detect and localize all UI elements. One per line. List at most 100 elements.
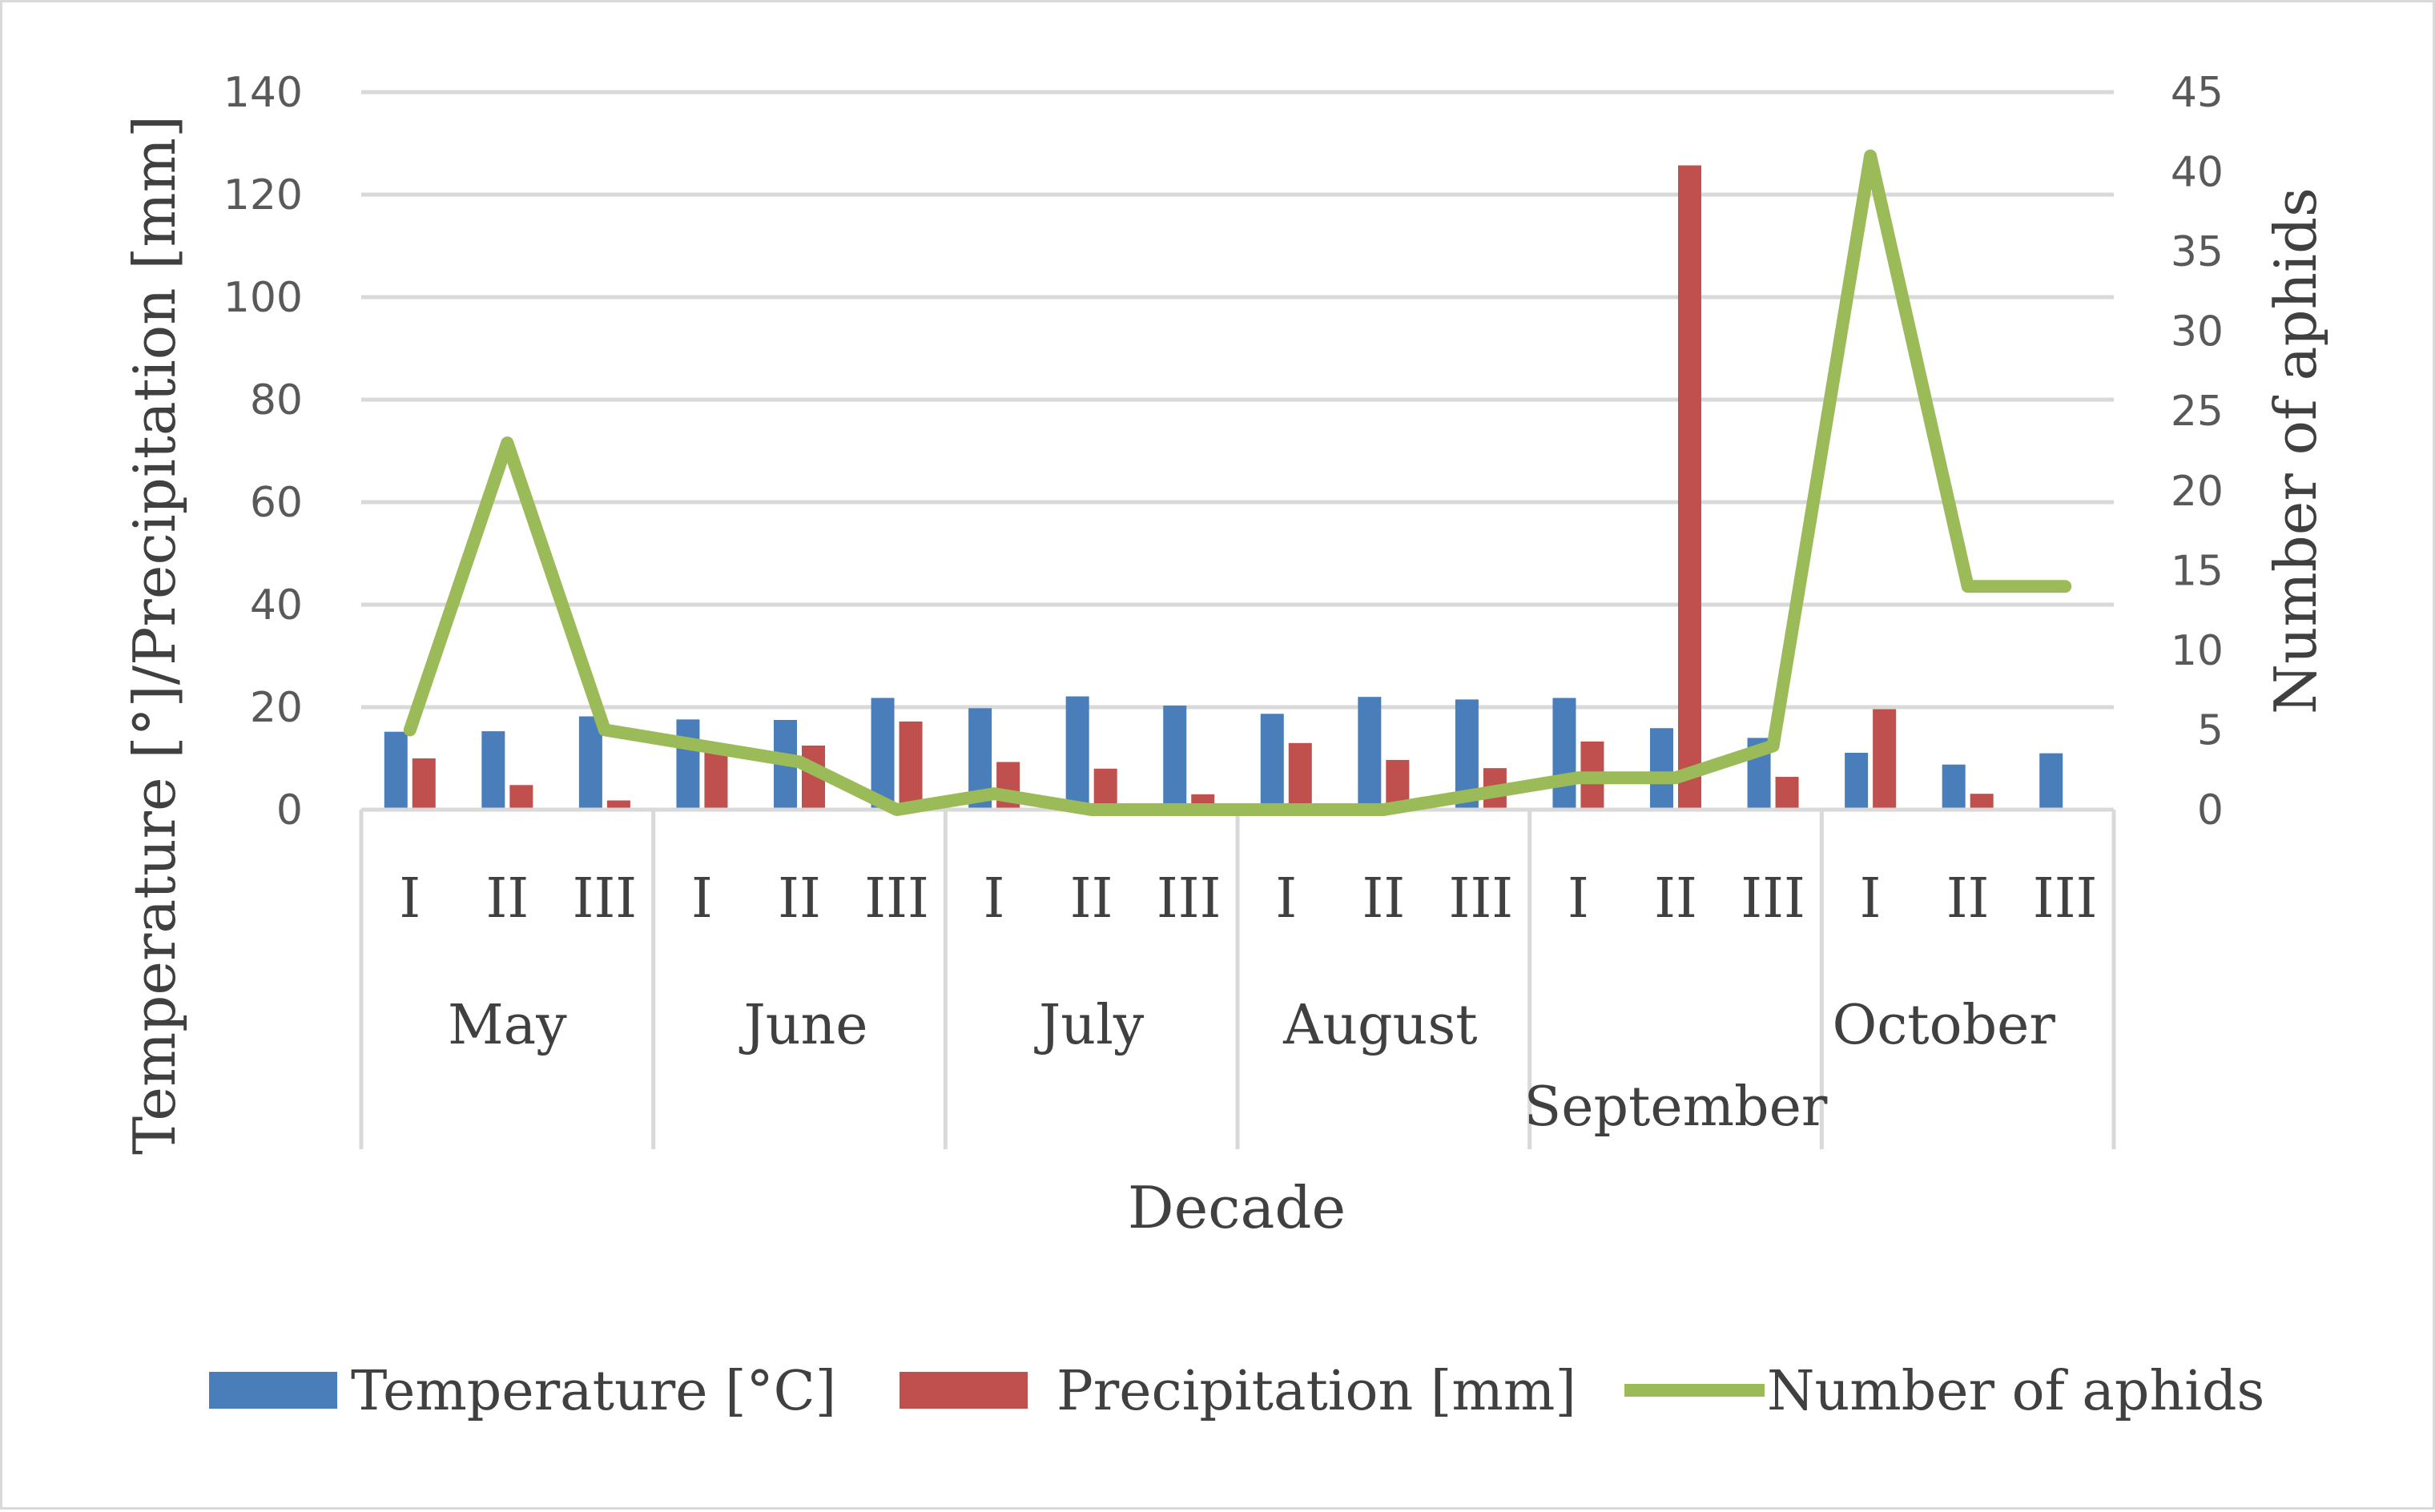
precipitation-bar (1288, 742, 1312, 810)
x-axis (359, 807, 2116, 1149)
y-right-tick-label: 40 (2171, 149, 2224, 197)
month-label: May (448, 994, 567, 1057)
y-right-tick-label: 15 (2171, 547, 2224, 595)
y-right-tick-label: 5 (2197, 706, 2224, 754)
aphids-point (799, 761, 800, 763)
decade-tick-labels: I II III I II III I II III I II III I II III I II III (399, 867, 2097, 931)
temperature-bar (1650, 728, 1673, 810)
precipitation-bar (606, 800, 630, 810)
decade-label: III (2033, 867, 2098, 931)
decade-label: III (1157, 867, 1222, 931)
temperature-bar (481, 731, 505, 810)
decade-label: III (1741, 867, 1805, 931)
legend-label-precipitation: Precipitation [mm] (1057, 1360, 1576, 1423)
temperature-bar (1942, 764, 1966, 810)
y-right-tick-label: 45 (2171, 69, 2224, 117)
decade-label: II (1654, 867, 1697, 931)
y-axis-left-title: Temperature [°]/Precipitation [mm] (121, 115, 188, 1155)
aphids-point (1675, 777, 1676, 779)
precipitation-bar (1775, 777, 1799, 810)
aphids-line (403, 149, 2072, 816)
temperature-bar (1358, 697, 1382, 810)
y-right-tick-label: 35 (2171, 228, 2224, 276)
decade-label: III (573, 867, 638, 931)
legend: Temperature [°C] Precipitation [mm] Numb… (209, 1360, 2264, 1423)
y-right-tick-label: 30 (2171, 308, 2224, 356)
decade-label: III (1449, 867, 1514, 931)
decade-label: I (1568, 867, 1589, 931)
y-left-tick-label: 140 (223, 69, 303, 117)
aphids-point (1090, 809, 1093, 810)
aphids-point (1383, 809, 1385, 810)
precipitation-bar (509, 785, 533, 810)
legend-swatch-temperature (209, 1372, 337, 1409)
temperature-bar (871, 698, 895, 810)
precipitation-bar (412, 758, 436, 810)
temperature-bar (384, 731, 408, 810)
decade-label: I (399, 867, 421, 931)
legend-label-aphids: Number of aphids (1767, 1360, 2264, 1423)
decade-label: II (1362, 867, 1405, 931)
temperature-bar (676, 719, 700, 810)
aphids-point (603, 729, 606, 731)
precipitation-bar (1873, 709, 1897, 810)
y-right-tick-label: 25 (2171, 388, 2224, 436)
aphids-point (1966, 585, 1969, 588)
y-right-tick-label: 20 (2171, 468, 2224, 516)
y-left-tick-label: 0 (276, 786, 303, 834)
temperature-bar (1163, 706, 1187, 810)
y-left-tick-label: 40 (250, 581, 303, 629)
decade-label: I (1860, 867, 1882, 931)
temperature-bar (2039, 753, 2063, 810)
month-label: September (1524, 1076, 1828, 1139)
decade-label: I (691, 867, 713, 931)
temperature-bar (1260, 714, 1284, 810)
y-right-tick-label: 0 (2197, 786, 2224, 834)
month-label: October (1832, 994, 2055, 1057)
aphids-point (896, 809, 898, 810)
temperature-bar (1552, 698, 1576, 810)
aphids-point (1188, 809, 1190, 810)
aphids-point (2064, 585, 2067, 588)
aphids-point (993, 793, 996, 795)
aphids-point (1479, 793, 1482, 795)
decade-label: I (1275, 867, 1297, 931)
y-left-tick-label: 60 (250, 479, 303, 527)
y-left-tick-label: 100 (223, 274, 303, 322)
gridlines (361, 90, 2114, 710)
y-axis-right-title: Number of aphids (2262, 187, 2329, 714)
aphids-point (1870, 155, 1872, 157)
aphids-point (1772, 745, 1774, 747)
aphids-point (1285, 809, 1287, 810)
month-label: June (739, 994, 867, 1057)
aphids-point (1577, 777, 1580, 779)
y-left-tick-label: 20 (250, 684, 303, 732)
y-left-tick-label: 80 (250, 376, 303, 424)
temperature-bar (1065, 696, 1089, 810)
y-left-tick-label: 120 (223, 171, 303, 219)
decade-label: II (485, 867, 529, 931)
month-label: August (1282, 994, 1477, 1057)
decade-label: I (984, 867, 1005, 931)
aphids-point (409, 729, 411, 731)
aphids-line-layer (403, 149, 2072, 816)
x-axis-title: Decade (1128, 1174, 1346, 1241)
month-label: July (1034, 994, 1145, 1057)
precipitation-bar (899, 721, 923, 810)
right-axis-ticks: 0 5 10 15 20 25 30 35 40 45 (2171, 69, 2224, 834)
temperature-bar (1845, 752, 1869, 810)
left-axis-ticks: 0 20 40 60 80 100 120 140 (223, 69, 303, 834)
precipitation-bar (1678, 165, 1701, 810)
legend-swatch-precipitation (900, 1372, 1028, 1409)
y-right-tick-label: 10 (2171, 627, 2224, 675)
aphids-point (701, 745, 703, 747)
legend-label-temperature: Temperature [°C] (351, 1360, 836, 1423)
precipitation-bar (1970, 794, 1994, 810)
decade-label: III (864, 867, 929, 931)
decade-label: II (1070, 867, 1113, 931)
precipitation-bar (1093, 768, 1117, 810)
temperature-bar (578, 716, 602, 810)
